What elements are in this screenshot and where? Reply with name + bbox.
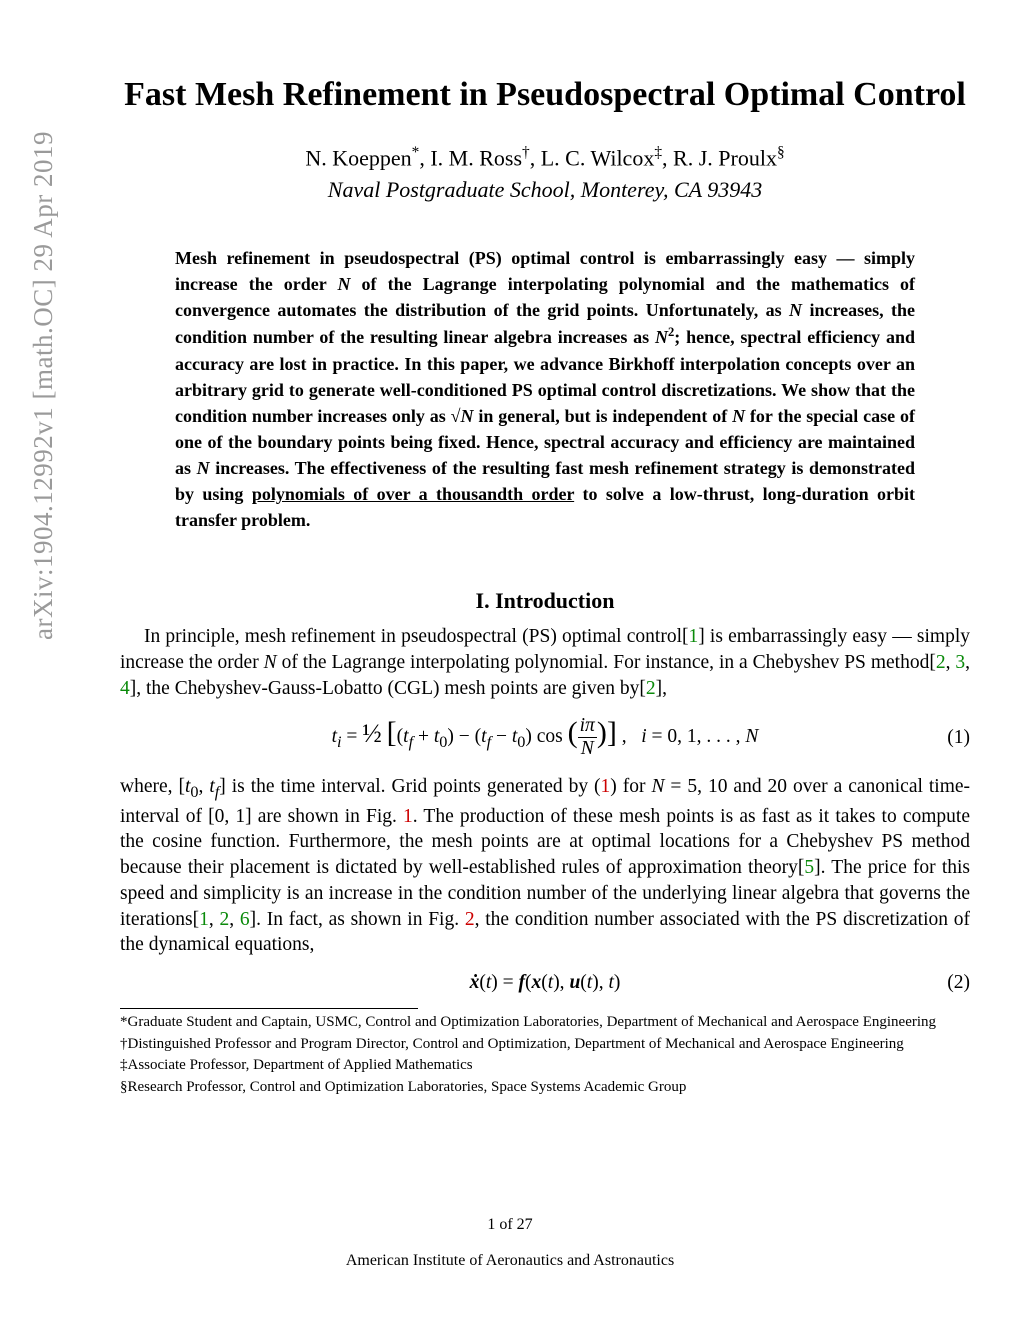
equation-2: ẋ(t) = f(x(t), u(t), t) (2) [120, 972, 970, 994]
abstract-sqrt: √N [451, 406, 474, 426]
citation-link[interactable]: 1 [199, 909, 209, 930]
abstract-var: N [337, 274, 350, 294]
footnote-2: †Distinguished Professor and Program Dir… [120, 1035, 962, 1055]
body-text: , [229, 909, 240, 930]
page-number: 1 of 27 [0, 1216, 1020, 1234]
abstract-var: N [197, 458, 210, 478]
venue-name: American Institute of Aeronautics and As… [0, 1252, 1020, 1270]
body-text: In principle, mesh refinement in pseudos… [144, 626, 688, 647]
body-text: , [965, 652, 970, 673]
citation-link[interactable]: 6 [240, 909, 250, 930]
footnote-4: §Research Professor, Control and Optimiz… [120, 1078, 962, 1098]
math-inline: [0, 1] [208, 806, 252, 827]
abstract-var: N [732, 406, 745, 426]
body-text: and [727, 776, 767, 797]
body-text: ]. In fact, as shown in Fig. [250, 909, 465, 930]
body-text: ], the Chebyshev-Gauss-Lobatto (CGL) mes… [130, 678, 646, 699]
page-footer: 1 of 27 American Institute of Aeronautic… [0, 1216, 1020, 1270]
equation-1: ti = ½ [(tf + t0) − (tf − t0) cos (iπN)]… [120, 715, 970, 760]
abstract-var: N [655, 327, 668, 347]
math-interval: [t0, tf] [178, 776, 225, 797]
body-text: ) for [610, 776, 651, 797]
body-text: where, [120, 776, 178, 797]
authors-line: N. Koeppen*, I. M. Ross†, L. C. Wilcox‡,… [120, 144, 970, 171]
abstract: Mesh refinement in pseudospectral (PS) o… [175, 245, 915, 533]
body-text: , [946, 652, 956, 673]
figure-ref[interactable]: 1 [403, 806, 413, 827]
footnote-3: ‡Associate Professor, Department of Appl… [120, 1056, 962, 1076]
section-heading: I. Introduction [120, 588, 970, 614]
paragraph-1: In principle, mesh refinement in pseudos… [120, 624, 970, 701]
citation-link[interactable]: 2 [646, 678, 656, 699]
footnote-1: *Graduate Student and Captain, USMC, Con… [120, 1013, 962, 1033]
paper-content: Fast Mesh Refinement in Pseudospectral O… [120, 0, 970, 1097]
citation-link[interactable]: 4 [120, 678, 130, 699]
abstract-underline: polynomials of over a thousandth order [252, 484, 574, 504]
body-text: is the time interval. Grid points genera… [226, 776, 601, 797]
citation-link[interactable]: 5 [804, 857, 814, 878]
abstract-text: in general, but is independent of [474, 406, 733, 426]
citation-link[interactable]: 2 [219, 909, 229, 930]
affiliation: Naval Postgraduate School, Monterey, CA … [120, 177, 970, 203]
equation-ref[interactable]: 1 [601, 776, 611, 797]
equation-number: (2) [947, 972, 970, 994]
body-text: 20 [768, 776, 788, 797]
citation-link[interactable]: 3 [955, 652, 965, 673]
footnotes-rule: *Graduate Student and Captain, USMC, Con… [120, 1008, 418, 1097]
body-text: ], [656, 678, 667, 699]
citation-link[interactable]: 2 [936, 652, 946, 673]
equation-content: ti = ½ [(tf + t0) − (tf − t0) cos (iπN)]… [332, 715, 759, 760]
figure-ref[interactable]: 2 [465, 909, 475, 930]
paper-title: Fast Mesh Refinement in Pseudospectral O… [120, 75, 970, 116]
math-inline: N = 5, 10 [651, 776, 727, 797]
citation-link[interactable]: 1 [688, 626, 698, 647]
body-text: , [209, 909, 220, 930]
paragraph-2: where, [t0, tf] is the time interval. Gr… [120, 774, 970, 958]
body-text: of the Lagrange interpolating polynomial… [277, 652, 936, 673]
equation-content: ẋ(t) = f(x(t), u(t), t) [470, 972, 621, 994]
math-var: N [264, 652, 277, 673]
body-text: are shown in Fig. [252, 806, 403, 827]
arxiv-identifier: arXiv:1904.12992v1 [math.OC] 29 Apr 2019 [28, 131, 59, 640]
equation-number: (1) [947, 727, 970, 749]
abstract-var: N [789, 300, 802, 320]
